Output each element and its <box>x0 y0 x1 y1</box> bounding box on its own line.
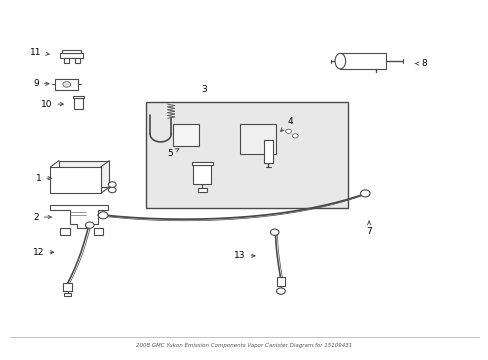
Text: 5: 5 <box>167 149 179 158</box>
Circle shape <box>85 222 94 228</box>
Bar <box>73 96 84 98</box>
Bar <box>74 98 83 109</box>
Text: 1: 1 <box>36 174 51 183</box>
Circle shape <box>108 182 116 188</box>
Bar <box>191 162 212 165</box>
Bar <box>93 228 103 235</box>
Circle shape <box>276 288 285 294</box>
Bar <box>197 188 207 192</box>
Bar <box>340 53 385 69</box>
Bar <box>60 228 69 235</box>
Bar <box>193 165 211 184</box>
Circle shape <box>270 229 279 235</box>
Text: 12: 12 <box>33 248 54 257</box>
Text: 6: 6 <box>201 176 206 185</box>
Bar <box>172 123 199 147</box>
Circle shape <box>108 187 116 193</box>
Bar <box>263 140 273 163</box>
Bar <box>64 58 68 63</box>
Circle shape <box>285 129 291 134</box>
Bar <box>64 293 70 296</box>
Bar <box>276 277 285 286</box>
Text: 13: 13 <box>233 251 255 260</box>
Circle shape <box>360 190 369 197</box>
Circle shape <box>292 134 298 138</box>
Polygon shape <box>50 205 108 228</box>
Bar <box>63 283 72 291</box>
Text: 7: 7 <box>366 221 371 236</box>
Text: 9: 9 <box>33 79 49 88</box>
Circle shape <box>98 212 108 219</box>
Circle shape <box>63 82 70 87</box>
FancyBboxPatch shape <box>50 167 101 193</box>
Text: 11: 11 <box>30 48 49 57</box>
Bar <box>55 79 78 90</box>
Ellipse shape <box>334 53 345 69</box>
Bar <box>75 58 80 63</box>
Text: 8: 8 <box>415 59 426 68</box>
FancyBboxPatch shape <box>59 161 109 187</box>
Text: 10: 10 <box>41 100 63 109</box>
Text: 2: 2 <box>33 212 51 221</box>
Bar <box>239 123 275 154</box>
Text: 4: 4 <box>280 117 292 131</box>
Bar <box>60 53 83 58</box>
Text: 3: 3 <box>201 85 206 94</box>
Bar <box>146 102 347 208</box>
Text: 2008 GMC Yukon Emission Components Vapor Canister Diagram for 15109431: 2008 GMC Yukon Emission Components Vapor… <box>136 343 352 348</box>
Bar <box>62 50 81 53</box>
